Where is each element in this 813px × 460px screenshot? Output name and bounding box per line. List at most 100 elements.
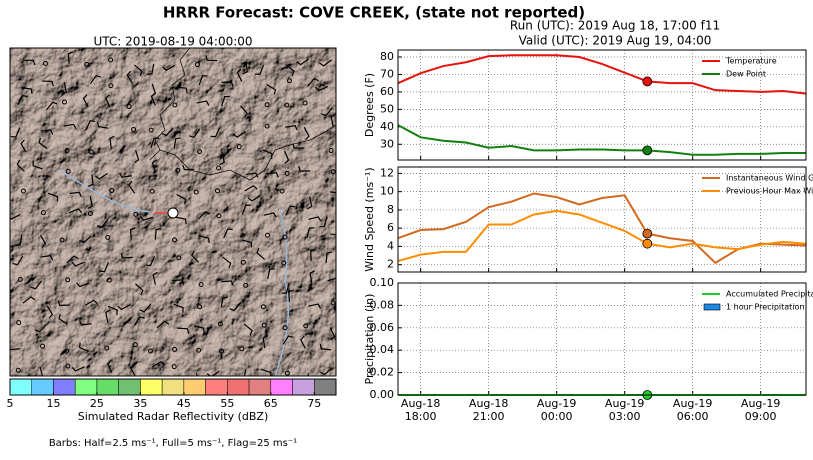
barb <box>176 194 187 205</box>
barb <box>244 323 253 336</box>
y-tick-label: 50 <box>380 102 394 115</box>
barb <box>39 366 44 376</box>
barb <box>150 137 160 148</box>
calm-barb <box>172 237 178 243</box>
calm-barb <box>284 170 290 176</box>
legend-label: Temperature <box>725 57 777 66</box>
barb <box>88 174 94 187</box>
barb <box>109 135 115 149</box>
barb <box>78 342 90 353</box>
x-tick-label: Aug-19 00:00 <box>536 397 577 423</box>
barb <box>223 228 233 239</box>
barb <box>135 283 144 296</box>
barb <box>198 235 210 244</box>
barb <box>76 282 90 288</box>
calm-barb <box>171 364 177 370</box>
calm-barb <box>17 276 23 282</box>
barb <box>23 59 36 66</box>
barb <box>63 123 77 130</box>
barb <box>173 303 184 313</box>
calm-barb <box>15 367 21 373</box>
barb <box>150 92 156 106</box>
colorbar-tick-label: 75 <box>307 397 321 410</box>
plot-frame <box>398 283 806 395</box>
barb <box>40 129 54 135</box>
plot-frame <box>398 50 806 160</box>
calm-barb <box>131 126 137 132</box>
colorbar-cell <box>53 378 76 396</box>
calm-barb <box>260 304 266 310</box>
barb <box>156 320 170 329</box>
calm-barb <box>265 232 271 238</box>
calm-barb <box>330 300 336 306</box>
barb <box>22 296 36 304</box>
legend-label: Previous Hour Max Wind <box>726 187 813 196</box>
colorbar-tick-label: 35 <box>133 397 147 410</box>
calm-barb <box>281 260 287 266</box>
barb <box>320 367 333 376</box>
river <box>59 169 151 213</box>
calm-barb <box>328 148 334 154</box>
y-tick-label: 0.02 <box>370 366 395 379</box>
barb <box>161 127 174 137</box>
y-tick-label: 4 <box>387 239 394 252</box>
barb <box>17 95 28 105</box>
calm-barb <box>282 234 288 240</box>
colorbar-tick-label: 65 <box>264 397 278 410</box>
barb <box>241 204 251 215</box>
calm-barb <box>42 60 48 66</box>
barb <box>38 137 48 149</box>
plot-frame <box>398 167 806 272</box>
calm-barb <box>286 78 292 84</box>
barb <box>285 205 296 216</box>
barb <box>299 335 306 349</box>
calm-barb <box>105 234 111 240</box>
barb <box>89 74 102 85</box>
barb <box>245 172 259 178</box>
barb <box>222 256 232 269</box>
calm-barb <box>132 342 138 348</box>
colorbar-cell <box>96 378 119 396</box>
barb <box>117 304 131 311</box>
barb <box>128 180 136 194</box>
calm-barb <box>197 304 203 310</box>
calm-barb <box>20 188 26 194</box>
barb <box>244 185 258 192</box>
barb <box>66 255 79 264</box>
x-tick-label: Aug-19 03:00 <box>604 397 645 423</box>
barb <box>145 255 155 267</box>
x-tick-label: Aug-18 21:00 <box>468 397 509 423</box>
legend-swatch <box>703 303 721 311</box>
barb <box>219 152 225 166</box>
barb <box>196 100 210 106</box>
barb <box>284 150 290 164</box>
barb <box>188 128 201 138</box>
calm-barb <box>216 165 222 171</box>
calm-barb <box>108 83 114 89</box>
barb <box>329 191 336 194</box>
suptitle: HRRR Forecast: COVE CREEK, (state not re… <box>163 4 585 22</box>
calm-barb <box>217 321 223 327</box>
calm-barb <box>194 62 200 68</box>
barb <box>61 82 67 96</box>
barb <box>254 64 265 75</box>
series-line <box>397 209 807 263</box>
calm-barb <box>240 259 246 265</box>
barb <box>319 59 332 67</box>
calm-barb <box>214 188 220 194</box>
barb <box>221 280 234 286</box>
colorbar-cell <box>270 378 293 396</box>
calm-barb <box>172 346 178 352</box>
barb <box>79 235 92 244</box>
barb <box>134 150 140 164</box>
barb <box>256 248 265 260</box>
barb <box>106 359 113 374</box>
barb <box>307 196 313 210</box>
barb <box>221 96 230 107</box>
barb <box>46 305 54 319</box>
calm-barb <box>219 348 225 354</box>
river <box>274 209 290 376</box>
colorbar-tick-label: 15 <box>46 397 60 410</box>
barb <box>285 125 298 131</box>
